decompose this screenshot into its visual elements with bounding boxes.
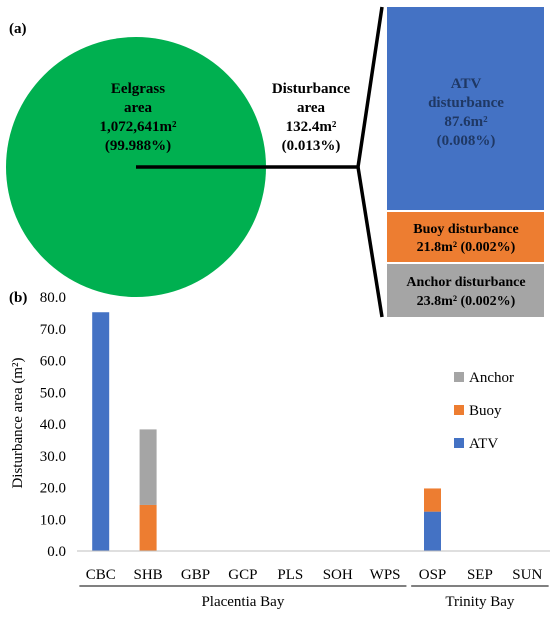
bar-shb-anchor — [139, 429, 157, 505]
atv-line-2: disturbance — [428, 95, 504, 111]
atv-disturbance-box — [387, 7, 544, 210]
buoy-line-1: Buoy disturbance — [413, 222, 518, 237]
connector-lines — [136, 6, 384, 318]
x-tick-label-sun: SUN — [512, 567, 542, 583]
bars — [92, 312, 441, 551]
panel-a-label: (a) — [9, 21, 27, 37]
bar-cbc-atv — [92, 312, 110, 551]
eelgrass-line-3: 1,072,641m² — [100, 119, 177, 135]
buoy-disturbance-box — [387, 212, 544, 262]
legend-swatch-anchor — [454, 372, 464, 382]
bar-shb-buoy — [139, 504, 157, 551]
x-tick-label-gcp: GCP — [228, 567, 257, 583]
eelgrass-line-2: area — [124, 100, 153, 116]
atv-line-1: ATV — [451, 76, 482, 92]
x-tick-label-wps: WPS — [370, 567, 401, 583]
y-tick-label: 0.0 — [47, 544, 66, 560]
y-tick-label: 30.0 — [40, 449, 66, 465]
x-tick-label-soh: SOH — [323, 567, 353, 583]
group-label-placentia-bay: Placentia Bay — [201, 594, 284, 610]
x-tick-label-sep: SEP — [467, 567, 493, 583]
anchor-line-1: Anchor disturbance — [406, 275, 525, 290]
x-tick-label-gbp: GBP — [181, 567, 210, 583]
y-tick-label: 20.0 — [40, 481, 66, 497]
anchor-disturbance-label: Anchor disturbance 23.8m² (0.002%) — [406, 275, 525, 309]
legend-swatch-buoy — [454, 405, 464, 415]
legend-label-buoy: Buoy — [469, 403, 502, 419]
legend-label-atv: ATV — [469, 436, 498, 452]
category-groups: Placentia Bay Trinity Bay — [79, 585, 549, 610]
legend-label-anchor: Anchor — [469, 370, 514, 386]
y-tick-label: 10.0 — [40, 512, 66, 528]
y-tick-label: 60.0 — [40, 354, 66, 370]
disturbance-line-3: 132.4m² — [286, 119, 337, 135]
panel-b-label: (b) — [9, 290, 27, 306]
x-tick-label-shb: SHB — [134, 567, 163, 583]
y-tick-label: 80.0 — [40, 290, 66, 306]
buoy-disturbance-label: Buoy disturbance 21.8m² (0.002%) — [413, 222, 518, 255]
eelgrass-area-label: Eelgrass area 1,072,641m² (99.988%) — [100, 81, 177, 154]
connector-lower — [356, 166, 384, 318]
legend: Anchor Buoy ATV — [454, 370, 514, 452]
x-tick-label-pls: PLS — [277, 567, 303, 583]
x-axis-ticks: CBC SHB GBP GCP PLS SOH WPS OSP SEP SUN — [86, 567, 543, 583]
bar-osp-atv — [424, 511, 441, 551]
eelgrass-line-1: Eelgrass — [111, 81, 165, 97]
anchor-disturbance-box — [387, 264, 544, 317]
atv-line-4: (0.008%) — [437, 133, 496, 149]
group-label-trinity-bay: Trinity Bay — [445, 594, 515, 610]
y-tick-label: 70.0 — [40, 322, 66, 338]
anchor-line-2: 23.8m² (0.002%) — [417, 294, 516, 309]
y-axis-title: Disturbance area (m²) — [10, 357, 26, 488]
y-axis-ticks: 0.0 10.0 20.0 30.0 40.0 50.0 60.0 70.0 80.0 — [40, 290, 66, 560]
atv-disturbance-label: ATV disturbance 87.6m² (0.008%) — [428, 76, 504, 149]
disturbance-line-2: area — [297, 100, 326, 116]
x-tick-label-osp: OSP — [419, 567, 447, 583]
disturbance-area-label: Disturbance area 132.4m² (0.013%) — [272, 81, 351, 154]
disturbance-line-4: (0.013%) — [282, 138, 341, 154]
legend-swatch-atv — [454, 438, 464, 448]
buoy-line-2: 21.8m² (0.002%) — [417, 240, 516, 255]
x-tick-label-cbc: CBC — [86, 567, 116, 583]
disturbance-line-1: Disturbance — [272, 81, 351, 97]
connector-upper — [356, 6, 384, 168]
y-tick-label: 50.0 — [40, 385, 66, 401]
atv-line-3: 87.6m² — [444, 114, 488, 130]
eelgrass-line-4: (99.988%) — [105, 138, 171, 154]
bar-osp-buoy — [424, 488, 441, 512]
y-tick-label: 40.0 — [40, 417, 66, 433]
